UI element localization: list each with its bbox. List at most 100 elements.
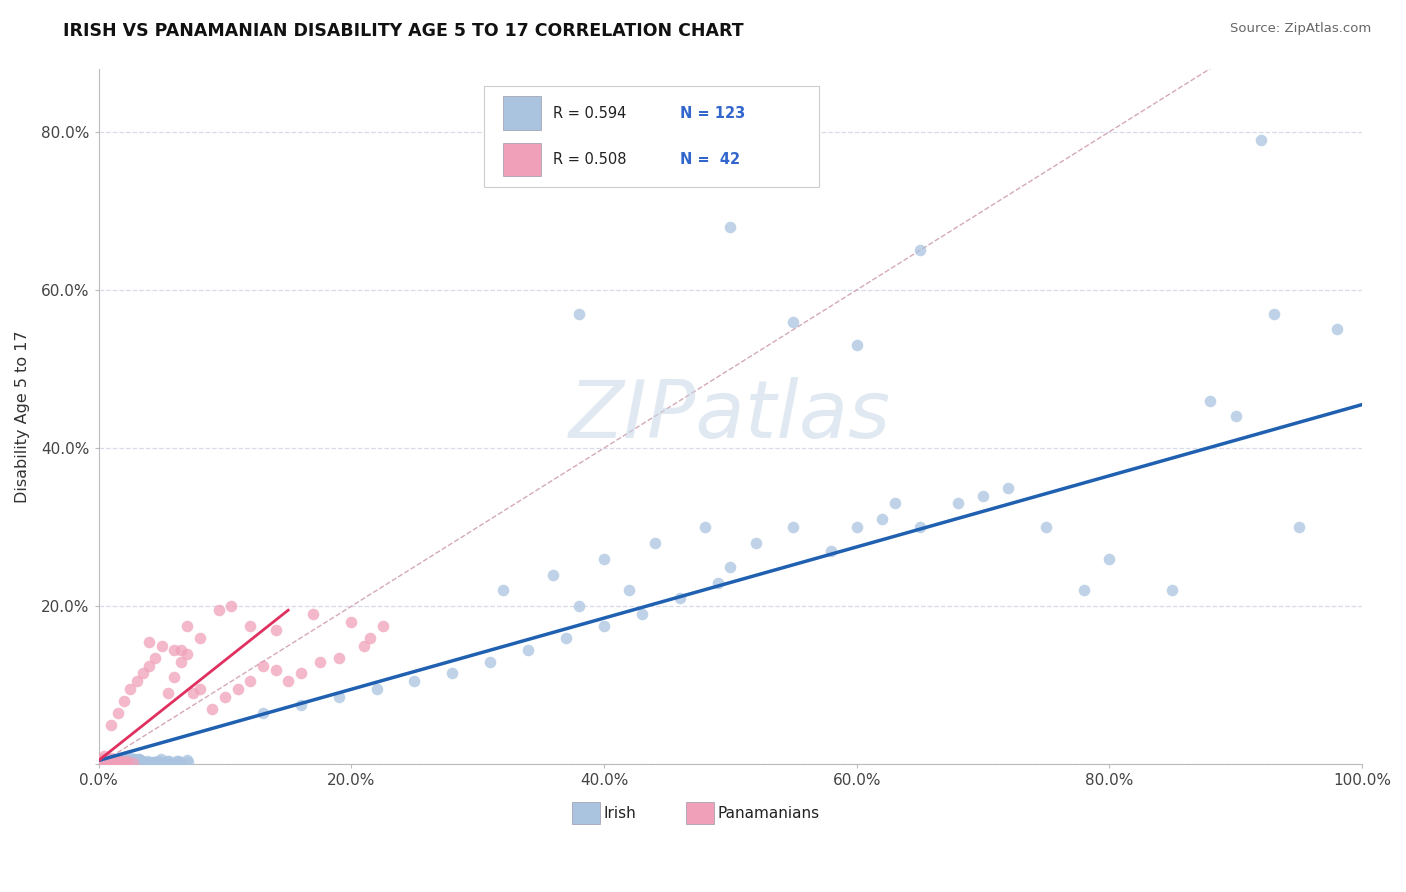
Point: [517, 642, 540, 657]
Point: [1263, 307, 1285, 321]
Point: [264, 663, 287, 677]
Point: [997, 481, 1019, 495]
Text: Source: ZipAtlas.com: Source: ZipAtlas.com: [1230, 22, 1371, 36]
Point: [104, 756, 127, 771]
Point: [146, 755, 169, 769]
Point: [110, 756, 132, 771]
Point: [97, 755, 120, 769]
Point: [97, 753, 120, 767]
Bar: [572, 802, 600, 824]
Point: [93, 756, 115, 771]
Point: [138, 756, 160, 770]
Point: [141, 756, 163, 771]
Point: [122, 752, 145, 766]
Point: [100, 718, 122, 732]
Point: [91, 756, 114, 770]
Point: [252, 706, 274, 720]
Point: [170, 655, 193, 669]
Point: [214, 690, 236, 705]
Point: [121, 752, 143, 766]
Point: [105, 755, 128, 769]
Point: [252, 658, 274, 673]
Point: [97, 756, 120, 771]
FancyBboxPatch shape: [484, 86, 818, 186]
Point: [264, 623, 287, 637]
Point: [89, 755, 111, 769]
Point: [105, 756, 128, 771]
Point: [366, 682, 388, 697]
Point: [149, 752, 172, 766]
Point: [404, 674, 426, 689]
Point: [108, 756, 131, 770]
Point: [122, 754, 145, 768]
Point: [668, 591, 690, 606]
Point: [121, 756, 143, 771]
Point: [110, 754, 132, 768]
Point: [631, 607, 654, 622]
Point: [91, 756, 114, 770]
Point: [94, 754, 117, 768]
Point: [97, 752, 120, 766]
Point: [277, 674, 299, 689]
Point: [1250, 133, 1272, 147]
Point: [96, 756, 118, 771]
Bar: [503, 96, 541, 130]
Point: [820, 544, 842, 558]
Point: [128, 756, 150, 771]
Point: [946, 496, 969, 510]
Point: [103, 753, 125, 767]
Point: [112, 694, 135, 708]
Point: [128, 752, 150, 766]
Point: [1288, 520, 1310, 534]
Text: Panamanians: Panamanians: [717, 805, 820, 821]
Point: [93, 754, 115, 768]
Point: [124, 755, 146, 769]
Point: [98, 753, 121, 767]
Point: [845, 338, 868, 352]
Point: [568, 599, 591, 614]
Point: [972, 489, 994, 503]
Point: [619, 583, 641, 598]
Point: [163, 670, 186, 684]
Point: [100, 756, 122, 770]
Text: R = 0.508: R = 0.508: [554, 152, 627, 167]
Point: [131, 754, 153, 768]
Point: [166, 755, 188, 769]
Point: [176, 647, 198, 661]
Point: [89, 753, 111, 767]
Point: [328, 690, 350, 705]
Point: [138, 635, 160, 649]
Point: [718, 559, 741, 574]
Point: [107, 756, 129, 771]
Point: [169, 755, 191, 769]
Bar: [686, 802, 714, 824]
Point: [97, 753, 120, 767]
Point: [143, 755, 166, 769]
Point: [340, 615, 363, 629]
Point: [107, 756, 129, 771]
Point: [129, 753, 152, 767]
Point: [129, 754, 152, 768]
Point: [121, 756, 143, 770]
Point: [706, 575, 728, 590]
Point: [89, 754, 111, 768]
Point: [89, 754, 111, 768]
Point: [127, 752, 149, 766]
Point: [170, 642, 193, 657]
Point: [290, 698, 312, 712]
Point: [103, 755, 125, 769]
Point: [100, 756, 122, 771]
Point: [157, 686, 180, 700]
Point: [718, 219, 741, 234]
Point: [353, 639, 375, 653]
Point: [156, 756, 179, 770]
Point: [114, 755, 136, 769]
Point: [208, 603, 231, 617]
Point: [101, 753, 124, 767]
Point: [163, 756, 186, 770]
Point: [593, 619, 616, 633]
Point: [105, 756, 128, 770]
Point: [176, 619, 198, 633]
Point: [114, 756, 136, 770]
Point: [156, 756, 179, 771]
